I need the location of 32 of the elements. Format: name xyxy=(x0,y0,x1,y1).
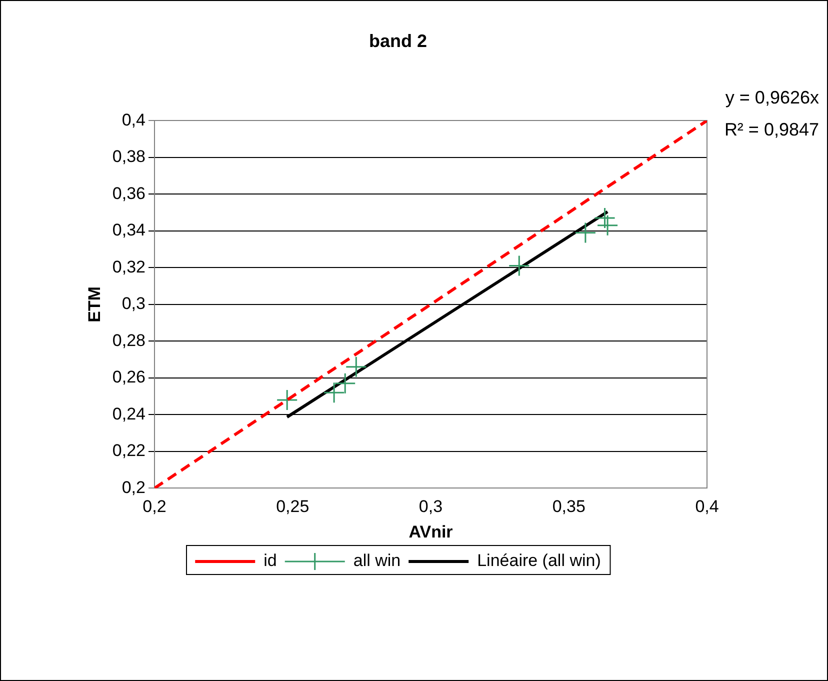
y-tick-label: 0,32 xyxy=(112,257,146,276)
text: R² = 0,9847 xyxy=(724,120,819,140)
point xyxy=(508,255,530,277)
y-tick-label: 0,34 xyxy=(112,220,146,240)
y-tick-label: 0,36 xyxy=(112,184,146,203)
y-tick-label: 0,24 xyxy=(112,404,146,424)
legend-label: id xyxy=(264,551,277,570)
legend-label: all win xyxy=(353,551,401,570)
y-tick-label: 0,2 xyxy=(122,478,146,497)
legend-label: Linéaire (all win) xyxy=(477,551,601,570)
y-tick-label: 0,4 xyxy=(122,110,146,130)
x-tick-label: 0,35 xyxy=(552,497,586,516)
y-tick-label: 0,3 xyxy=(122,294,146,314)
point xyxy=(574,222,596,244)
point xyxy=(594,207,616,229)
x-tick-label: 0,3 xyxy=(418,497,443,516)
text: y = 0,9626x xyxy=(725,88,819,108)
y-tick-label: 0,22 xyxy=(112,441,146,460)
point xyxy=(596,214,618,236)
point xyxy=(345,356,367,378)
point xyxy=(276,389,298,411)
y-tick-label: 0,38 xyxy=(112,147,146,166)
chart-title: band 2 xyxy=(368,30,428,51)
point xyxy=(334,372,356,394)
x-axis-title: AVnir xyxy=(408,522,454,542)
x-tick-label: 0,25 xyxy=(276,497,310,516)
x-tick-label: 0,2 xyxy=(142,497,166,516)
x-tick-label: 0,4 xyxy=(695,497,719,516)
y-tick-label: 0,28 xyxy=(112,330,146,350)
point xyxy=(323,382,345,404)
y-tick-label: 0,26 xyxy=(112,368,146,387)
y-axis-title: ETM xyxy=(84,286,104,322)
